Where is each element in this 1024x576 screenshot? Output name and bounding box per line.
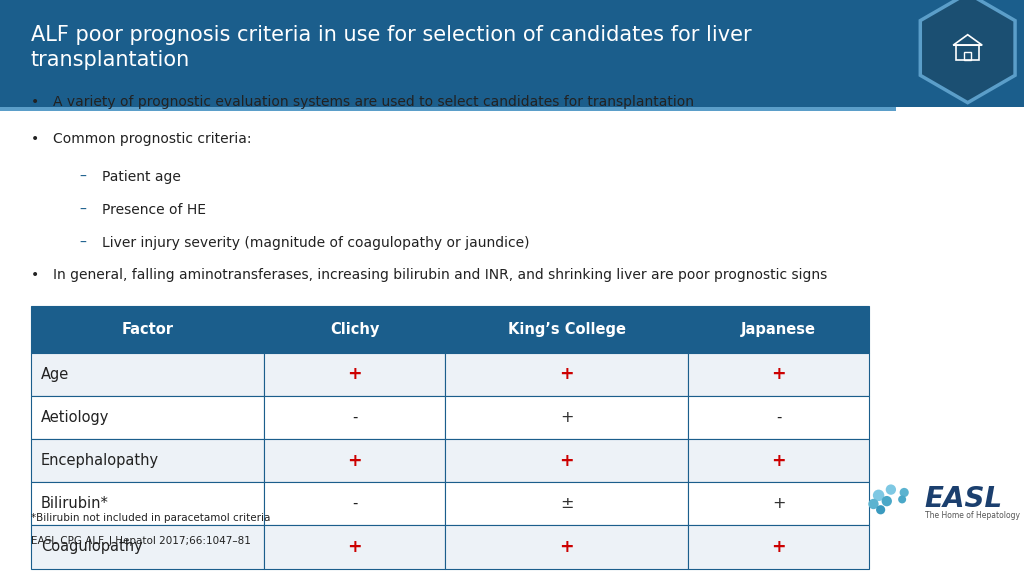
Text: Presence of HE: Presence of HE	[102, 203, 207, 217]
Text: Liver injury severity (magnitude of coagulopathy or jaundice): Liver injury severity (magnitude of coag…	[102, 236, 529, 249]
Text: +: +	[772, 496, 785, 511]
Ellipse shape	[886, 484, 896, 495]
Bar	[445, 306, 688, 353]
Bar	[0, 107, 896, 111]
Ellipse shape	[868, 499, 879, 509]
Bar	[445, 525, 688, 569]
Text: +: +	[771, 365, 785, 383]
Text: EASL CPG ALF. J Hepatol 2017;66:1047–81: EASL CPG ALF. J Hepatol 2017;66:1047–81	[31, 536, 251, 546]
Text: +: +	[559, 538, 573, 556]
Text: -: -	[352, 410, 357, 425]
Bar	[264, 396, 445, 439]
Text: Factor: Factor	[121, 322, 173, 337]
Bar	[0, 0, 1024, 107]
Text: In general, falling aminotransferases, increasing bilirubin and INR, and shrinki: In general, falling aminotransferases, i…	[53, 268, 827, 282]
Text: *Bilirubin not included in paracetamol criteria: *Bilirubin not included in paracetamol c…	[31, 513, 270, 523]
Text: EASL: EASL	[925, 486, 1002, 513]
Bar	[688, 439, 869, 482]
Bar	[31, 353, 264, 396]
Bar	[688, 482, 869, 525]
Text: +: +	[559, 365, 573, 383]
Text: Common prognostic criteria:: Common prognostic criteria:	[53, 132, 252, 146]
Text: A variety of prognostic evaluation systems are used to select candidates for tra: A variety of prognostic evaluation syste…	[53, 95, 694, 109]
Bar	[264, 525, 445, 569]
Text: Age: Age	[41, 366, 70, 382]
Text: +: +	[771, 452, 785, 469]
Bar	[445, 353, 688, 396]
Bar	[31, 306, 264, 353]
Bar	[31, 525, 264, 569]
Bar	[688, 306, 869, 353]
Text: +: +	[771, 538, 785, 556]
Text: +: +	[347, 452, 361, 469]
Text: -: -	[776, 410, 781, 425]
Text: –: –	[80, 306, 87, 320]
Text: +: +	[347, 538, 361, 556]
Text: ±: ±	[560, 496, 573, 511]
Bar	[956, 45, 979, 60]
Bar	[264, 306, 445, 353]
Ellipse shape	[882, 496, 892, 506]
Polygon shape	[921, 0, 1015, 103]
Text: •: •	[31, 95, 39, 109]
Text: The Home of Hepatology: The Home of Hepatology	[925, 511, 1020, 520]
Text: –: –	[80, 203, 87, 217]
Text: -: -	[352, 496, 357, 511]
Text: +: +	[347, 365, 361, 383]
Text: +: +	[560, 410, 573, 425]
Text: +: +	[559, 452, 573, 469]
Text: •: •	[31, 132, 39, 146]
Bar	[31, 396, 264, 439]
Text: Patient age: Patient age	[102, 170, 181, 184]
Bar	[264, 439, 445, 482]
Text: Clichy: Clichy	[330, 322, 379, 337]
Bar	[264, 482, 445, 525]
Ellipse shape	[877, 505, 885, 514]
Bar	[965, 52, 971, 60]
Bar	[688, 525, 869, 569]
Text: Bilirubin*: Bilirubin*	[41, 496, 109, 511]
Text: Coagulopathy: Coagulopathy	[41, 539, 142, 555]
Text: –: –	[80, 236, 87, 249]
Text: –: –	[80, 170, 87, 184]
Ellipse shape	[900, 488, 908, 497]
Bar	[31, 482, 264, 525]
Ellipse shape	[898, 495, 906, 503]
Bar	[445, 439, 688, 482]
Ellipse shape	[872, 490, 885, 501]
Bar	[688, 353, 869, 396]
Text: Encephalopathy: Encephalopathy	[41, 453, 159, 468]
Text: Japanese: Japanese	[741, 322, 816, 337]
Bar	[31, 439, 264, 482]
Bar	[445, 482, 688, 525]
Bar	[688, 396, 869, 439]
Bar	[445, 396, 688, 439]
Text: •: •	[31, 268, 39, 282]
Bar	[264, 353, 445, 396]
Text: Aetiology: Aetiology	[41, 410, 110, 425]
Text: Should result in considering transfer of patient to a transplant centre: Should result in considering transfer of…	[102, 306, 583, 320]
Text: King’s College: King’s College	[508, 322, 626, 337]
Text: ALF poor prognosis criteria in use for selection of candidates for liver
transpl: ALF poor prognosis criteria in use for s…	[31, 25, 752, 70]
